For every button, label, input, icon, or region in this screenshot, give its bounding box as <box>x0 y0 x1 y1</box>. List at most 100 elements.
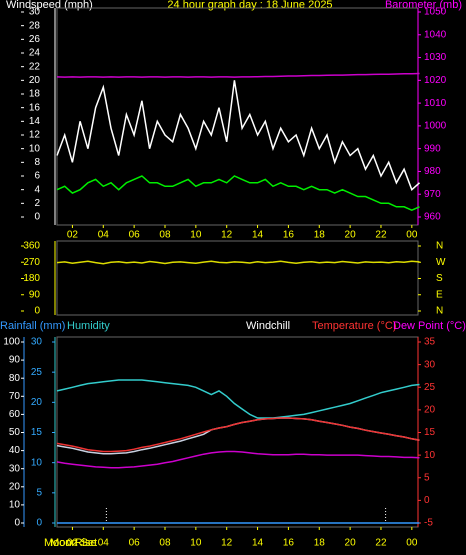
y-tick-label: 2 <box>34 198 40 209</box>
y2-tick-label: 0 <box>424 495 430 506</box>
y-tick-label: 80 <box>9 373 21 384</box>
x-tick-label: 02 <box>67 538 79 549</box>
y3-tick-label: 25 <box>31 367 43 378</box>
x-tick-label: 10 <box>190 230 202 241</box>
x-tick-label: 14 <box>252 538 264 549</box>
y2-tick-label: 980 <box>424 166 441 177</box>
y2-tick-label: -5 <box>424 518 433 529</box>
y-tick-label: 60 <box>9 409 21 420</box>
x-tick-label: 20 <box>345 230 357 241</box>
y-tick-label: 20 <box>29 75 41 86</box>
x-tick-label: 16 <box>283 538 295 549</box>
y-tick-label: 10 <box>29 143 41 154</box>
y-tick-label: 90 <box>29 289 41 300</box>
y2-tick-label: 35 <box>424 337 436 348</box>
y-tick-label: 30 <box>29 7 41 18</box>
y-tick-label: 360 <box>23 241 40 252</box>
x-tick-label: 12 <box>221 538 233 549</box>
series-line <box>56 450 420 469</box>
y-tick-label: 40 <box>9 445 21 456</box>
y2-tick-label: N <box>436 306 443 317</box>
x-tick-label: 00 <box>406 230 418 241</box>
dewpoint-label: Dew Point (°C) <box>393 320 466 332</box>
y2-tick-label: 30 <box>424 359 436 370</box>
rainfall-label: Rainfall (mm) <box>0 320 65 332</box>
chart-title: 24 hour graph day : 18 June 2025 <box>167 0 332 11</box>
series-line <box>56 379 420 419</box>
y-tick-label: 270 <box>23 257 40 268</box>
y2-tick-label: 1030 <box>424 52 447 63</box>
x-tick-label: 00 <box>406 538 418 549</box>
y-tick-label: 20 <box>9 481 21 492</box>
series-line <box>56 72 420 78</box>
y-tick-label: 6 <box>34 171 40 182</box>
series-line <box>56 260 420 265</box>
x-tick-label: 06 <box>129 230 141 241</box>
x-tick-label: 04 <box>98 230 110 241</box>
humidity-label: Humidity <box>67 320 110 332</box>
y2-tick-label: 1050 <box>424 7 447 18</box>
y-tick-label: 4 <box>34 184 40 195</box>
x-tick-label: 12 <box>221 230 233 241</box>
wind-axis-label: Windspeed (mph) <box>6 0 93 11</box>
moon-set-label: Moon Set <box>50 537 97 549</box>
y2-tick-label: W <box>436 257 446 268</box>
y2-tick-label: 990 <box>424 143 441 154</box>
y2-tick-label: 960 <box>424 212 441 223</box>
y2-tick-label: 25 <box>424 382 436 393</box>
windchill-label: Windchill <box>246 320 290 332</box>
y-tick-label: 12 <box>29 130 41 141</box>
y-tick-label: 70 <box>9 391 21 402</box>
y2-tick-label: N <box>436 241 443 252</box>
series-line <box>56 80 421 191</box>
y2-tick-label: 1040 <box>424 29 447 40</box>
y2-tick-label: 5 <box>424 472 430 483</box>
y2-tick-label: 10 <box>424 450 436 461</box>
temperature-label: Temperature (°C) <box>312 320 396 332</box>
y-tick-label: 10 <box>9 500 21 511</box>
y3-tick-label: 10 <box>31 457 43 468</box>
y-tick-label: 28 <box>29 20 41 31</box>
y-tick-label: 50 <box>9 427 21 438</box>
x-tick-label: 22 <box>375 538 387 549</box>
y3-tick-label: 15 <box>31 427 43 438</box>
y-tick-label: 0 <box>14 518 20 529</box>
y2-tick-label: E <box>436 289 443 300</box>
x-tick-label: 10 <box>190 538 202 549</box>
x-tick-label: 04 <box>98 538 110 549</box>
barometer-axis-label: Barometer (mb) <box>385 0 462 11</box>
x-tick-label: 02 <box>67 230 79 241</box>
y3-tick-label: 20 <box>31 397 43 408</box>
x-tick-label: 06 <box>129 538 141 549</box>
y3-tick-label: 30 <box>31 337 43 348</box>
y-tick-label: 26 <box>29 34 41 45</box>
y-tick-label: 0 <box>34 306 40 317</box>
y-tick-label: 18 <box>29 89 41 100</box>
y2-tick-label: 1000 <box>424 121 447 132</box>
y-tick-label: 24 <box>29 48 41 59</box>
y-tick-label: 180 <box>23 273 40 284</box>
y-tick-label: 90 <box>9 355 21 366</box>
x-tick-label: 20 <box>345 538 357 549</box>
x-tick-label: 22 <box>375 230 387 241</box>
y2-tick-label: S <box>436 273 443 284</box>
moon-rise-label: Moon Rise <box>44 537 97 549</box>
y-tick-label: 0 <box>34 212 40 223</box>
y3-tick-label: 0 <box>36 518 42 529</box>
x-tick-label: 08 <box>159 230 171 241</box>
y2-tick-label: 15 <box>424 427 436 438</box>
y-tick-label: 8 <box>34 157 40 168</box>
y-tick-label: 100 <box>3 337 20 348</box>
x-tick-label: 18 <box>314 538 326 549</box>
y2-tick-label: 970 <box>424 189 441 200</box>
y-tick-label: 14 <box>29 116 41 127</box>
y-tick-label: 30 <box>9 463 21 474</box>
y3-tick-label: 5 <box>36 487 42 498</box>
y-tick-label: 22 <box>29 61 41 72</box>
y2-tick-label: 1020 <box>424 75 447 86</box>
series-line <box>56 417 420 453</box>
x-tick-label: 08 <box>159 538 171 549</box>
y2-tick-label: 1010 <box>424 98 447 109</box>
